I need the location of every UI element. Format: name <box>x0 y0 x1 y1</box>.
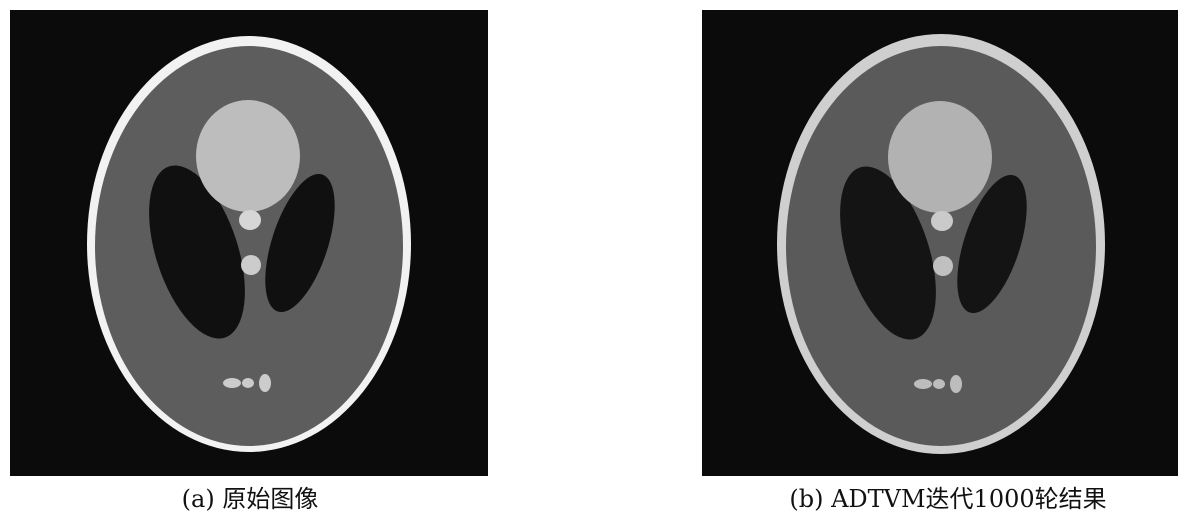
phantom-original-svg <box>10 10 488 476</box>
left-dark-ellipse <box>840 166 936 340</box>
left-dark-ellipse <box>149 165 245 339</box>
brain-ellipse <box>95 46 403 446</box>
caption-b: (b) ADTVM迭代1000轮结果 <box>789 485 1107 513</box>
phantom-reconstruction-image <box>702 10 1178 476</box>
middle-small-bright-spot <box>933 256 953 276</box>
phantom-original-image <box>10 10 488 476</box>
phantom-reconstruction-svg <box>702 10 1178 476</box>
bottom-right-spot <box>259 374 271 392</box>
caption-a: (a) 原始图像 <box>181 485 319 513</box>
top-bright-ellipse <box>888 101 992 213</box>
bottom-right-spot <box>950 375 962 393</box>
middle-small-bright-spot <box>241 255 261 275</box>
right-dark-ellipse <box>957 174 1027 314</box>
bottom-left-spot <box>914 379 932 389</box>
upper-small-bright-spot <box>931 211 953 231</box>
bottom-left-spot <box>223 378 241 388</box>
bottom-middle-spot <box>933 379 945 389</box>
brain-ellipse <box>786 46 1096 446</box>
top-bright-ellipse <box>196 100 300 212</box>
upper-small-bright-spot <box>239 210 261 230</box>
right-dark-ellipse <box>265 173 335 313</box>
bottom-middle-spot <box>242 378 254 388</box>
